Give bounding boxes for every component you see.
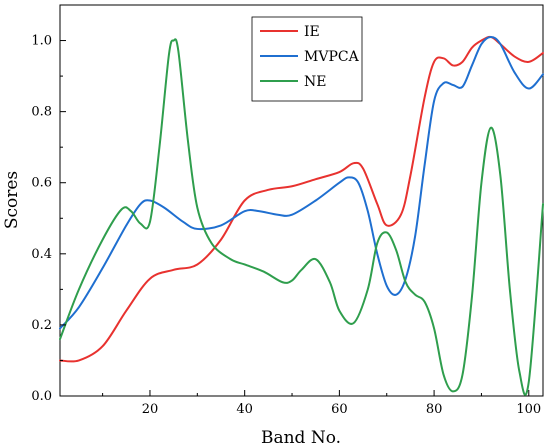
series-line-mvpca [59,35,544,330]
x-tick-label: 40 [236,402,253,417]
x-tick-label: 20 [142,402,159,417]
axes-layer: 20 40 60 80 100 0.0 0.2 0.4 0.6 0.8 1.0 [31,4,541,417]
legend-label-mvpca: MVPCA [304,49,360,65]
plot-frame [59,4,544,397]
y-tick-label: 1.0 [31,34,52,49]
y-tick-label: 0.8 [31,105,52,120]
x-axis-title: Band No. [261,428,341,448]
y-tick-label: 0.2 [31,318,52,333]
x-tick-label: 60 [331,402,348,417]
legend-label-ie: IE [304,24,320,40]
x-tick-label: 80 [426,402,443,417]
series-layer [59,35,544,396]
y-tick-label: 0.0 [31,389,52,404]
y-axis-title: Scores [2,171,22,229]
series-line-ne [59,38,544,396]
x-tick-label: 100 [516,402,541,417]
legend-label-ne: NE [304,74,326,90]
series-line-ie [59,35,544,363]
y-tick-label: 0.6 [31,176,52,191]
y-tick-label: 0.4 [31,247,52,262]
legend: IE MVPCA NE [251,16,363,102]
